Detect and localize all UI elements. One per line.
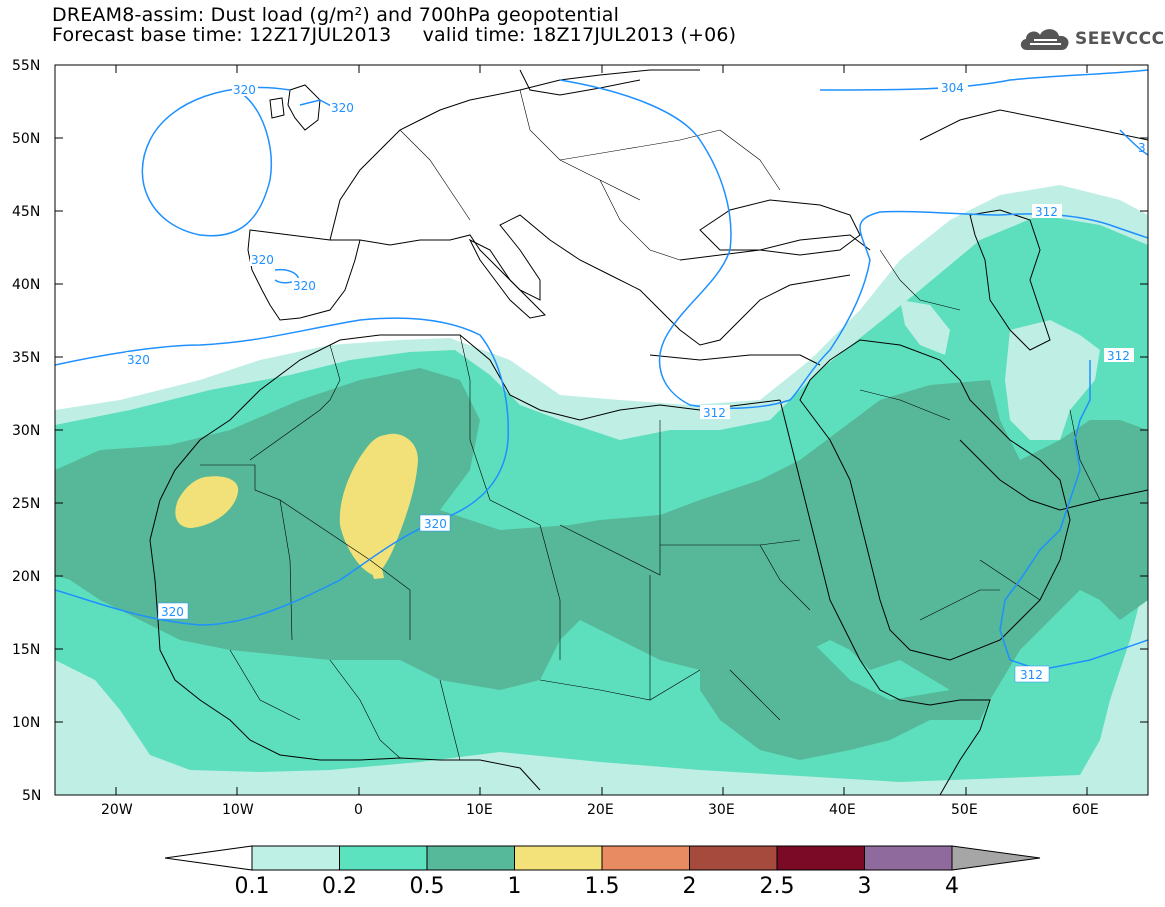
colorbar-swatch [601, 845, 690, 871]
colorbar-label: 4 [945, 874, 959, 899]
lat-label: 25N [12, 496, 40, 512]
base-time-text: Forecast base time: 12Z17JUL2013 [52, 24, 392, 46]
lon-label: 30E [708, 802, 735, 818]
colorbar-label: 1 [508, 874, 522, 899]
lat-label: 20N [12, 569, 40, 585]
colorbar-high-arrow [951, 845, 1041, 871]
lat-label: 40N [12, 277, 40, 293]
contour-labels: 320 320 320 320 320 320 320 304 312 312 … [126, 80, 1146, 683]
colorbar-label: 1.5 [585, 874, 620, 899]
lon-label: 60E [1072, 802, 1099, 818]
dust-region-0.5 [55, 368, 1148, 700]
colorbar-low-arrow [164, 845, 253, 871]
lat-label: 15N [12, 642, 40, 658]
lon-label: 10E [466, 802, 493, 818]
latitude-axis: 55N 50N 45N 40N 35N 30N 25N 20N 15N 10N … [12, 58, 1148, 804]
contour-label: 304 [941, 81, 964, 95]
coastlines [149, 69, 1148, 795]
lat-label: 45N [12, 204, 40, 220]
lon-label: 50E [951, 802, 978, 818]
dust-region-0.1-turkey [900, 300, 950, 355]
contour-label: 320 [331, 101, 354, 115]
dust-region-0.1-iran [1005, 320, 1100, 440]
chart-title: DREAM8-assim: Dust load (g/m²) and 700hP… [52, 4, 620, 26]
colorbar-swatch [776, 845, 865, 871]
lat-label: 10N [12, 715, 40, 731]
valid-time-text: valid time: 18Z17JUL2013 (+06) [422, 24, 737, 46]
contour-label: 312 [1107, 349, 1130, 363]
contour-label: 3 [1138, 141, 1146, 155]
colorbar-swatch [251, 845, 340, 871]
lat-label: 5N [22, 788, 41, 804]
colorbar-label: 3 [858, 874, 872, 899]
colorbar: 0.1 0.2 0.5 1 1.5 2 2.5 3 4 [164, 845, 1041, 899]
colorbar-swatch [514, 845, 603, 871]
colorbar-swatch [339, 845, 428, 871]
dust-region-1-morocco [175, 476, 239, 528]
country-borders [200, 89, 1101, 761]
dust-region-1-algeria [339, 433, 418, 575]
lon-label: 20W [101, 802, 133, 818]
lat-label: 50N [12, 131, 40, 147]
contour-label: 312 [703, 406, 726, 420]
colorbar-label: 2.5 [760, 874, 795, 899]
lon-label: 0 [354, 802, 363, 818]
longitude-axis: 20W 10W 0 10E 20E 30E 40E 50E 60E [101, 65, 1099, 818]
colorbar-swatch [689, 845, 778, 871]
lon-label: 10W [222, 802, 254, 818]
contour-label: 320 [424, 517, 447, 531]
lon-label: 20E [587, 802, 614, 818]
cloud-icon [1020, 29, 1069, 50]
contour-label: 320 [251, 253, 274, 267]
colorbar-label: 0.2 [322, 874, 357, 899]
colorbar-swatch [864, 845, 953, 871]
chart-subtitle: Forecast base time: 12Z17JUL2013 valid t… [52, 24, 736, 46]
dust-region-1-algeria-tail [370, 566, 384, 579]
dust-region-0.5-horn [700, 620, 990, 760]
colorbar-swatch [426, 845, 515, 871]
lat-label: 35N [12, 350, 40, 366]
contour-label: 320 [233, 83, 256, 97]
seevccc-logo: SEEVCCC [1017, 24, 1164, 58]
contour-label: 312 [1020, 668, 1043, 682]
contour-label: 320 [127, 353, 150, 367]
contour-label: 320 [293, 279, 316, 293]
lat-label: 30N [12, 423, 40, 439]
contour-label: 312 [1035, 205, 1058, 219]
contour-label: 320 [161, 605, 184, 619]
lon-label: 40E [829, 802, 856, 818]
colorbar-label: 0.5 [410, 874, 445, 899]
colorbar-label: 2 [683, 874, 697, 899]
colorbar-label: 0.1 [235, 874, 270, 899]
lat-label: 55N [12, 58, 40, 74]
logo-text: SEEVCCC [1075, 29, 1165, 49]
